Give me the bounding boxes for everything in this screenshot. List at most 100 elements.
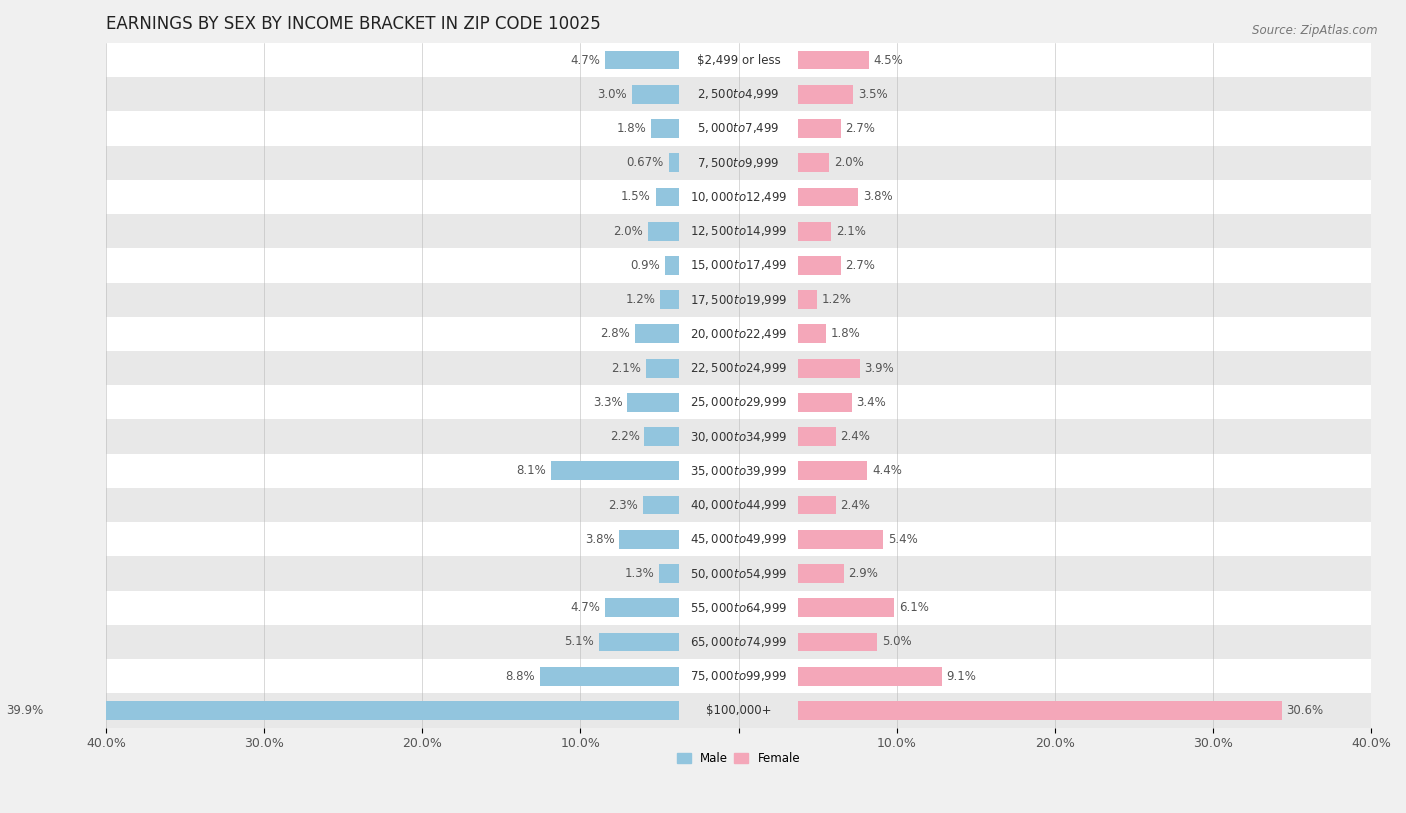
Bar (797, 633, 877, 651)
Text: 1.2%: 1.2% (626, 293, 655, 307)
Bar (48, 701, 679, 720)
Text: 3.5%: 3.5% (858, 88, 887, 101)
Text: 4.4%: 4.4% (872, 464, 903, 477)
Text: $7,500 to $9,999: $7,500 to $9,999 (697, 156, 780, 170)
Text: 1.8%: 1.8% (616, 122, 645, 135)
Text: 39.9%: 39.9% (7, 704, 44, 717)
Text: 0.67%: 0.67% (627, 156, 664, 169)
Text: 2.7%: 2.7% (845, 259, 875, 272)
Bar (645, 359, 679, 377)
Bar (105, 248, 1371, 283)
Bar (605, 598, 679, 617)
Bar (105, 43, 1371, 77)
Bar (636, 324, 679, 343)
Bar (797, 154, 830, 172)
Text: $65,000 to $74,999: $65,000 to $74,999 (690, 635, 787, 649)
Bar (105, 77, 1371, 111)
Text: $35,000 to $39,999: $35,000 to $39,999 (690, 463, 787, 478)
Text: 5.4%: 5.4% (889, 533, 918, 546)
Text: 8.8%: 8.8% (506, 670, 536, 683)
Text: $20,000 to $22,499: $20,000 to $22,499 (690, 327, 787, 341)
Text: $100,000+: $100,000+ (706, 704, 772, 717)
Text: $75,000 to $99,999: $75,000 to $99,999 (690, 669, 787, 683)
Text: $30,000 to $34,999: $30,000 to $34,999 (690, 429, 787, 444)
Bar (797, 359, 859, 377)
Text: 3.4%: 3.4% (856, 396, 886, 409)
Bar (797, 667, 942, 685)
Bar (105, 625, 1371, 659)
Bar (665, 256, 679, 275)
Text: 2.2%: 2.2% (610, 430, 640, 443)
Bar (105, 180, 1371, 214)
Bar (797, 393, 852, 411)
Text: 4.7%: 4.7% (571, 54, 600, 67)
Text: 2.8%: 2.8% (600, 328, 630, 341)
Text: 4.7%: 4.7% (571, 602, 600, 615)
Bar (797, 701, 1282, 720)
Text: 2.1%: 2.1% (835, 224, 866, 237)
Text: 8.1%: 8.1% (516, 464, 547, 477)
Bar (644, 427, 679, 446)
Text: 3.8%: 3.8% (585, 533, 614, 546)
Bar (105, 214, 1371, 248)
Bar (669, 154, 679, 172)
Text: 2.0%: 2.0% (834, 156, 863, 169)
Text: $10,000 to $12,499: $10,000 to $12,499 (690, 190, 787, 204)
Text: $55,000 to $64,999: $55,000 to $64,999 (690, 601, 787, 615)
Text: 5.1%: 5.1% (564, 636, 593, 649)
Bar (105, 693, 1371, 728)
Text: $2,500 to $4,999: $2,500 to $4,999 (697, 87, 780, 102)
Bar (643, 496, 679, 515)
Bar (105, 420, 1371, 454)
Bar (105, 488, 1371, 522)
Text: 9.1%: 9.1% (946, 670, 976, 683)
Text: 2.7%: 2.7% (845, 122, 875, 135)
Legend: Male, Female: Male, Female (672, 747, 806, 770)
Bar (105, 590, 1371, 625)
Bar (661, 290, 679, 309)
Bar (105, 385, 1371, 420)
Bar (797, 462, 868, 480)
Bar (658, 564, 679, 583)
Text: 2.4%: 2.4% (841, 430, 870, 443)
Bar (797, 119, 841, 138)
Text: EARNINGS BY SEX BY INCOME BRACKET IN ZIP CODE 10025: EARNINGS BY SEX BY INCOME BRACKET IN ZIP… (105, 15, 600, 33)
Text: 4.5%: 4.5% (873, 54, 904, 67)
Bar (631, 85, 679, 103)
Text: $45,000 to $49,999: $45,000 to $49,999 (690, 533, 787, 546)
Bar (599, 633, 679, 651)
Bar (105, 317, 1371, 351)
Bar (540, 667, 679, 685)
Bar (655, 188, 679, 207)
Bar (797, 530, 883, 549)
Text: $40,000 to $44,999: $40,000 to $44,999 (690, 498, 787, 512)
Bar (797, 85, 853, 103)
Text: $15,000 to $17,499: $15,000 to $17,499 (690, 259, 787, 272)
Text: 2.3%: 2.3% (609, 498, 638, 511)
Text: 2.0%: 2.0% (613, 224, 643, 237)
Bar (797, 290, 817, 309)
Text: 1.2%: 1.2% (821, 293, 852, 307)
Text: 3.0%: 3.0% (598, 88, 627, 101)
Bar (797, 598, 894, 617)
Bar (105, 659, 1371, 693)
Text: $22,500 to $24,999: $22,500 to $24,999 (690, 361, 787, 375)
Bar (797, 427, 835, 446)
Bar (797, 564, 844, 583)
Text: 2.9%: 2.9% (848, 567, 879, 580)
Bar (105, 522, 1371, 556)
Bar (105, 146, 1371, 180)
Text: 6.1%: 6.1% (898, 602, 929, 615)
Bar (551, 462, 679, 480)
Bar (648, 222, 679, 241)
Bar (105, 454, 1371, 488)
Text: 2.1%: 2.1% (612, 362, 641, 375)
Bar (797, 188, 858, 207)
Bar (797, 222, 831, 241)
Bar (797, 324, 827, 343)
Bar (651, 119, 679, 138)
Text: 1.3%: 1.3% (624, 567, 654, 580)
Text: 30.6%: 30.6% (1286, 704, 1323, 717)
Text: 1.8%: 1.8% (831, 328, 860, 341)
Bar (627, 393, 679, 411)
